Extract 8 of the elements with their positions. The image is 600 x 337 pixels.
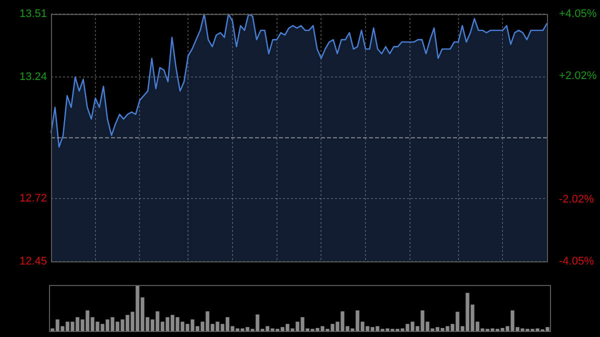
y2-tick-label: -2.02%	[559, 193, 594, 206]
y-tick-label: 12.45	[19, 255, 47, 268]
y-tick-label: 13.51	[19, 8, 47, 20]
y2-tick-label: +4.05%	[559, 8, 597, 20]
y-tick-label: 13.24	[19, 71, 47, 84]
y2-tick-label: -4.05%	[559, 255, 594, 268]
y-tick-label: 12.72	[19, 192, 47, 204]
y2-tick-label: +2.02%	[559, 70, 597, 82]
